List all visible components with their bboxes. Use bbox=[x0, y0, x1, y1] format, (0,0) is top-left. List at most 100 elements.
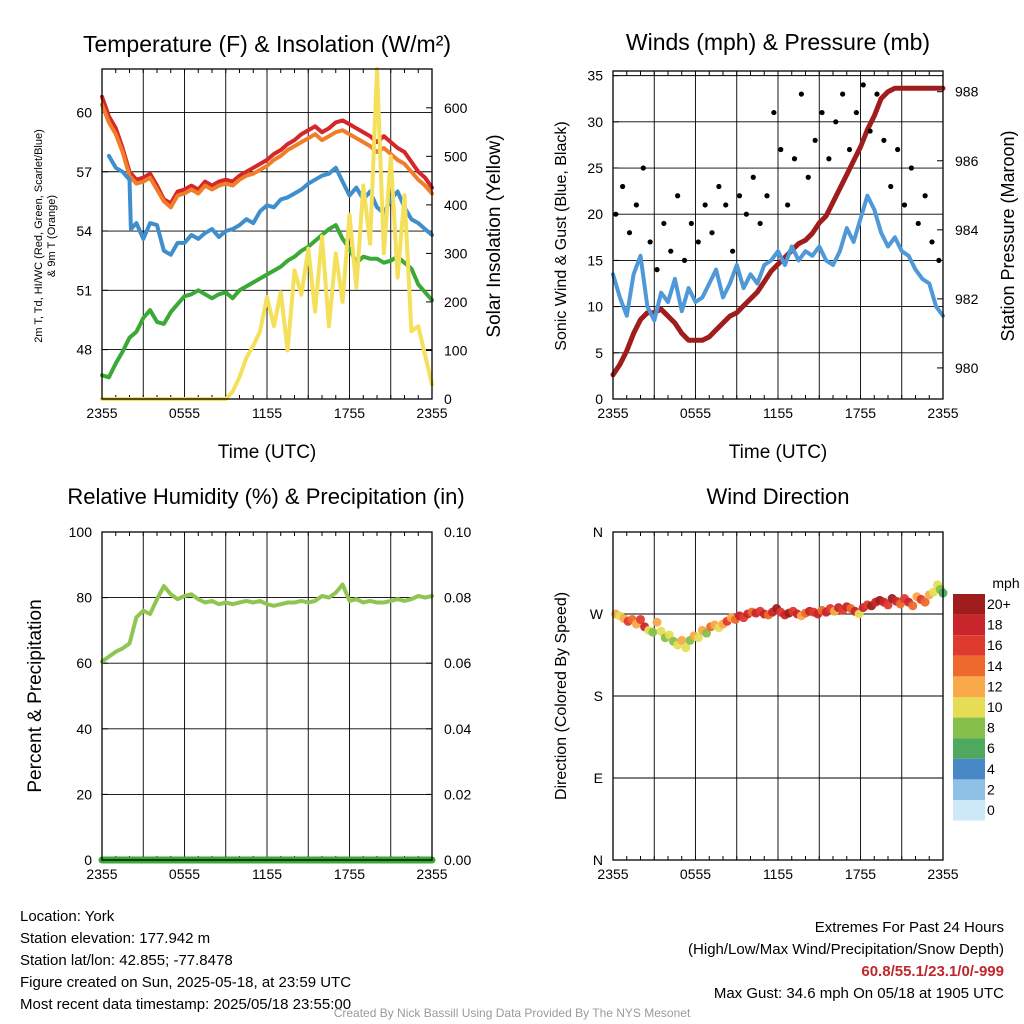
gust-point bbox=[860, 82, 866, 88]
y2-tick-label: 0.08 bbox=[444, 590, 471, 606]
x-tick-label: 1755 bbox=[845, 866, 876, 882]
x-tick-label: 2355 bbox=[416, 866, 447, 882]
y-tick-label: 25 bbox=[587, 160, 603, 176]
temp-ylabel-left-2: & 9m T (Orange) bbox=[46, 195, 58, 277]
colorbar-cell bbox=[953, 800, 985, 821]
direction-point bbox=[648, 627, 658, 637]
gust-point bbox=[778, 146, 784, 153]
x-tick-label: 1755 bbox=[334, 866, 365, 882]
gust-point bbox=[853, 109, 859, 116]
x-tick-label: 1155 bbox=[763, 866, 793, 882]
direction-point bbox=[854, 609, 864, 619]
colorbar-label: 6 bbox=[987, 740, 995, 756]
gust-point bbox=[833, 119, 839, 125]
colorbar-label: 16 bbox=[987, 637, 1003, 653]
x-tick-label: 2355 bbox=[86, 866, 117, 882]
x-tick-label: 2355 bbox=[927, 405, 958, 421]
y2-tick-label: 980 bbox=[955, 360, 979, 376]
plot-frame bbox=[612, 531, 944, 861]
gust-point bbox=[812, 137, 818, 143]
gust-point bbox=[840, 91, 846, 97]
gust-point bbox=[798, 91, 804, 97]
temp-ylabel-right: Solar Insolation (Yellow) bbox=[484, 134, 505, 337]
y2-tick-label: 0.10 bbox=[444, 524, 471, 540]
temp-xlabel: Time (UTC) bbox=[218, 442, 317, 463]
gust-point bbox=[702, 202, 708, 208]
direction-point bbox=[908, 601, 918, 611]
gust-point bbox=[888, 183, 894, 190]
gust-point bbox=[736, 193, 743, 199]
gust-point bbox=[640, 165, 646, 171]
gust-point bbox=[881, 137, 887, 143]
x-tick-label: 2355 bbox=[597, 405, 628, 421]
gust-point bbox=[764, 193, 770, 199]
y-tick-label: N bbox=[593, 852, 603, 868]
y2-tick-label: 982 bbox=[955, 291, 979, 307]
y2-tick-label: 988 bbox=[955, 84, 979, 100]
gust-point bbox=[723, 202, 729, 208]
dir-ylabel-left: Direction (Colored By Speed) bbox=[553, 592, 570, 800]
figure-created: Figure created on Sun, 2025-05-18, at 23… bbox=[20, 974, 352, 991]
gust-point bbox=[785, 202, 791, 208]
y2-tick-label: 400 bbox=[444, 197, 468, 213]
gust-point bbox=[922, 193, 928, 199]
colorbar-label: 14 bbox=[987, 658, 1003, 674]
gust-point bbox=[675, 193, 681, 199]
y-tick-label: 35 bbox=[587, 68, 603, 84]
x-tick-label: 1755 bbox=[845, 405, 876, 421]
plot-frame bbox=[612, 70, 944, 400]
gust-point bbox=[826, 156, 832, 162]
colorbar-cell bbox=[953, 655, 985, 677]
y-tick-label: E bbox=[594, 770, 603, 786]
gust-point bbox=[620, 183, 626, 190]
y-tick-label: 60 bbox=[76, 655, 92, 671]
x-tick-label: 2355 bbox=[86, 405, 117, 421]
gust-point bbox=[846, 146, 853, 153]
colorbar-label: 20+ bbox=[987, 596, 1011, 612]
x-tick-label: 2355 bbox=[927, 866, 958, 882]
y2-tick-label: 986 bbox=[955, 153, 979, 169]
gust-point bbox=[695, 239, 701, 245]
x-tick-label: 0555 bbox=[169, 866, 200, 882]
rh-panel: 2355 0555 1155 1755 23550204060801000.000.02… bbox=[69, 524, 472, 882]
extremes-values: 60.8/55.1/23.1/0/-999 bbox=[861, 963, 1004, 980]
colorbar-label: 8 bbox=[987, 720, 995, 736]
wind-xlabel: Time (UTC) bbox=[729, 442, 828, 463]
station-info: Location: York Station elevation: 177.94… bbox=[20, 906, 351, 1016]
direction-point bbox=[702, 628, 711, 638]
colorbar-label: 18 bbox=[987, 617, 1003, 633]
y2-tick-label: 200 bbox=[444, 294, 468, 310]
max-gust: Max Gust: 34.6 mph On 05/18 at 1905 UTC bbox=[713, 985, 1004, 1002]
x-tick-label: 1155 bbox=[763, 405, 793, 421]
y-tick-label: 30 bbox=[587, 114, 603, 130]
y-tick-label: 40 bbox=[76, 721, 92, 737]
gust-point bbox=[633, 202, 639, 208]
gust-point bbox=[936, 257, 942, 264]
y2-tick-label: 0.02 bbox=[444, 786, 471, 802]
y2-tick-label: 0.06 bbox=[444, 655, 471, 671]
gust-point bbox=[791, 156, 798, 162]
colorbar-cell bbox=[953, 779, 985, 800]
gust-point bbox=[895, 146, 901, 153]
y-tick-label: 57 bbox=[76, 164, 92, 180]
y2-tick-label: 0.00 bbox=[444, 852, 471, 868]
gust-point bbox=[661, 220, 667, 227]
direction-point bbox=[928, 587, 938, 597]
y-tick-label: 15 bbox=[587, 252, 603, 268]
x-tick-label: 1155 bbox=[252, 405, 282, 421]
speed-colorbar: 20+ 18 16 14 12 10 8 6 4 2 0 bbox=[953, 594, 1011, 821]
direction-point bbox=[883, 600, 893, 610]
temp-panel: 2355 0555 1155 1755 235548515457600100200300… bbox=[76, 67, 468, 421]
y-tick-label: N bbox=[593, 524, 603, 540]
gust-point bbox=[716, 183, 722, 190]
y-tick-label: 0 bbox=[84, 852, 92, 868]
y-tick-label: 54 bbox=[76, 223, 92, 239]
rh-series-0-line bbox=[100, 582, 434, 664]
wind-panel-title: Winds (mph) & Pressure (mb) bbox=[626, 29, 930, 55]
colorbar-cell bbox=[953, 635, 985, 656]
wind-ylabel-right: Station Pressure (Maroon) bbox=[998, 130, 1018, 341]
direction-point bbox=[664, 630, 674, 640]
gust-point bbox=[929, 239, 935, 245]
colorbar-label: 4 bbox=[987, 761, 995, 777]
dir-panel-title: Wind Direction bbox=[706, 484, 849, 509]
